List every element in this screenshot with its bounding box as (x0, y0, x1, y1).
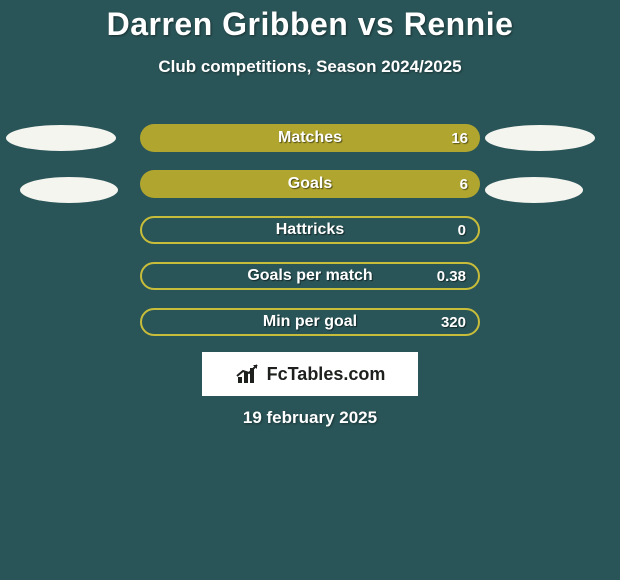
chart-root: Darren Gribben vs Rennie Club competitio… (0, 0, 620, 580)
ellipse-left-1 (6, 125, 116, 151)
stat-row-label: Goals per match (142, 264, 478, 288)
logo-chart-icon (235, 363, 261, 385)
logo-text: FcTables.com (267, 364, 386, 385)
ellipse-right-1 (485, 125, 595, 151)
date-text: 19 february 2025 (0, 408, 620, 428)
logo-box: FcTables.com (202, 352, 418, 396)
stat-row: Matches16 (140, 124, 480, 152)
stat-row: Goals per match0.38 (140, 262, 480, 290)
page-title: Darren Gribben vs Rennie (0, 0, 620, 43)
subtitle: Club competitions, Season 2024/2025 (0, 57, 620, 77)
stat-row-value-right: 6 (460, 170, 468, 198)
stat-row-value-right: 0.38 (437, 264, 466, 288)
stat-row-fill (140, 124, 480, 152)
stat-row-value-right: 320 (441, 310, 466, 334)
stat-row: Goals6 (140, 170, 480, 198)
stat-row-fill (140, 170, 480, 198)
stat-row-label: Hattricks (142, 218, 478, 242)
ellipse-right-2 (485, 177, 583, 203)
stat-row-label: Min per goal (142, 310, 478, 334)
stat-row: Hattricks0 (140, 216, 480, 244)
stat-row-value-right: 16 (451, 124, 468, 152)
stat-rows: Matches16 Goals6 Hattricks0 Goals per match… (140, 124, 480, 354)
stat-row-value-right: 0 (458, 218, 466, 242)
stat-row: Min per goal320 (140, 308, 480, 336)
ellipse-left-2 (20, 177, 118, 203)
